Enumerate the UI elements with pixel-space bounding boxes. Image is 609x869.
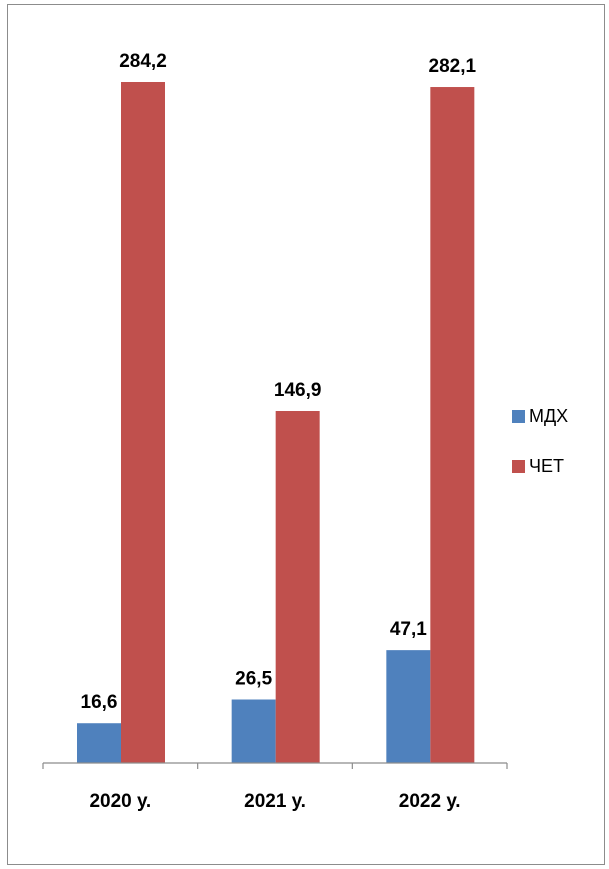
legend-swatch-chet bbox=[512, 460, 525, 473]
data-label-chet-1: 146,9 bbox=[274, 380, 322, 401]
data-label-mdh-2: 47,1 bbox=[390, 619, 427, 640]
bar-chet-1 bbox=[275, 410, 320, 763]
x-tick-label-2: 2022 у. bbox=[399, 791, 461, 812]
legend: МДХ ЧЕТ bbox=[512, 406, 568, 476]
x-tick-label-1: 2021 у. bbox=[244, 791, 306, 812]
legend-label-chet: ЧЕТ bbox=[529, 456, 564, 476]
bar-chet-2 bbox=[430, 87, 475, 763]
data-labels-group: 16,6 284,2 26,5 146,9 47,1 282,1 bbox=[81, 51, 477, 713]
data-label-mdh-1: 26,5 bbox=[235, 669, 272, 690]
bar-mdh-1 bbox=[231, 699, 276, 763]
bar-mdh-2 bbox=[386, 650, 431, 763]
bar-mdh-0 bbox=[77, 723, 121, 763]
bars-group bbox=[77, 82, 475, 763]
data-label-mdh-0: 16,6 bbox=[81, 692, 118, 713]
data-label-chet-0: 284,2 bbox=[119, 51, 167, 72]
x-tick-label-0: 2020 у. bbox=[89, 791, 151, 812]
x-tick-labels: 2020 у. 2021 у. 2022 у. bbox=[89, 791, 460, 812]
x-axis bbox=[42, 762, 508, 769]
legend-label-mdh: МДХ bbox=[529, 406, 568, 426]
legend-swatch-mdh bbox=[512, 410, 525, 423]
data-label-chet-2: 282,1 bbox=[429, 56, 477, 77]
bar-chet-0 bbox=[121, 82, 165, 763]
